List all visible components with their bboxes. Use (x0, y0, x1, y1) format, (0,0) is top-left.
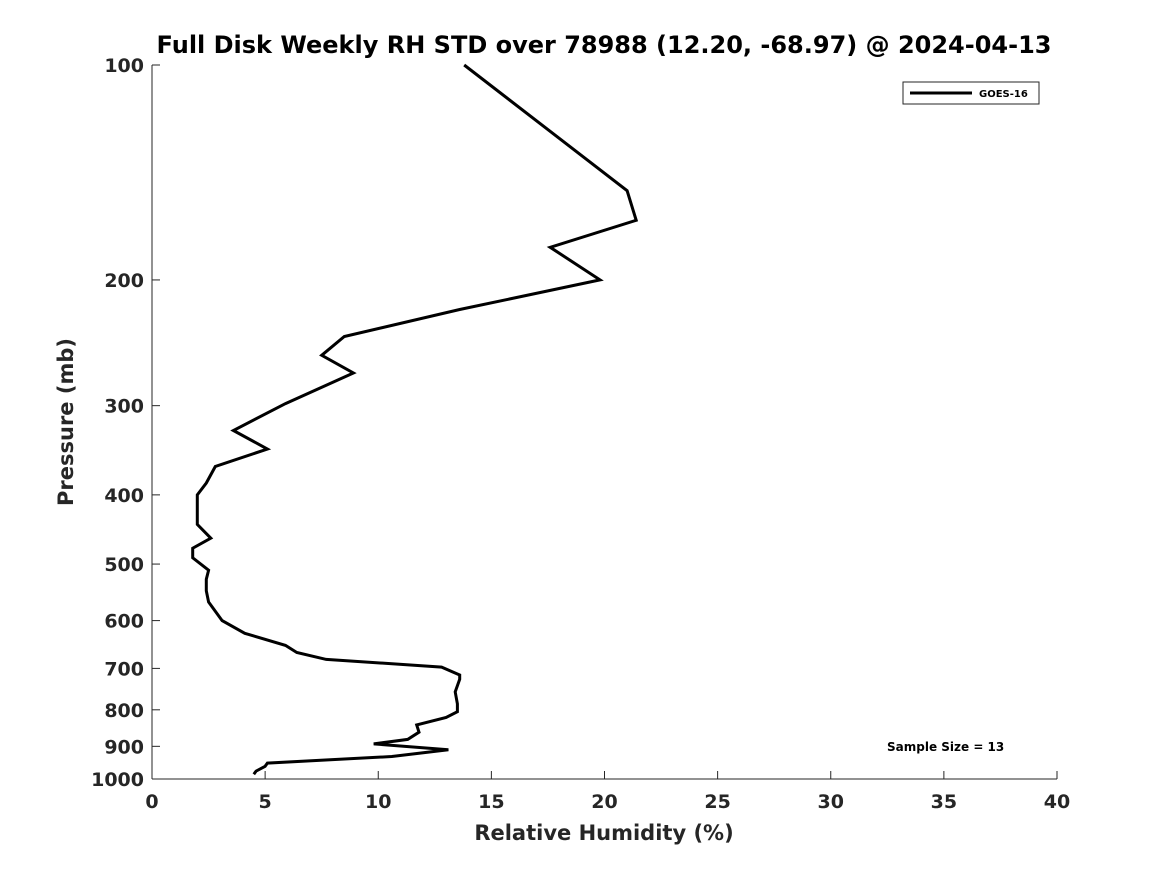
x-tick-label: 5 (259, 791, 272, 813)
y-axis-label: Pressure (mb) (54, 338, 78, 506)
series-line-goes-16 (191, 63, 639, 776)
y-tick-label: 700 (104, 658, 144, 680)
x-tick-label: 35 (931, 791, 957, 813)
y-tick-label: 200 (104, 270, 144, 292)
y-tick-label: 900 (104, 736, 144, 758)
legend: GOES-16 (902, 81, 1040, 105)
x-tick-label: 15 (478, 791, 504, 813)
y-tick-label: 1000 (91, 769, 144, 791)
x-tick-label: 25 (704, 791, 730, 813)
legend-label-goes-16: GOES-16 (979, 89, 1028, 100)
x-ticks: 0 5 10 15 20 25 30 35 40 (145, 771, 1070, 813)
y-tick-label: 600 (104, 611, 144, 633)
chart-title: Full Disk Weekly RH STD over 78988 (12.2… (157, 31, 1052, 59)
y-tick-label: 300 (104, 396, 144, 418)
y-tick-label: 100 (104, 55, 144, 77)
y-ticks: 100 200 300 400 500 600 700 800 900 1000 (91, 55, 160, 791)
x-tick-label: 0 (145, 791, 158, 813)
y-tick-label: 800 (104, 700, 144, 722)
x-tick-label: 10 (365, 791, 391, 813)
x-axis-label: Relative Humidity (%) (474, 821, 733, 845)
x-tick-label: 30 (818, 791, 844, 813)
y-tick-label: 500 (104, 554, 144, 576)
y-tick-label: 400 (104, 485, 144, 507)
x-tick-label: 40 (1044, 791, 1070, 813)
x-tick-label: 20 (591, 791, 617, 813)
series-layer (191, 63, 639, 776)
sample-size-annotation: Sample Size = 13 (887, 740, 1004, 754)
plot-area: 0 5 10 15 20 25 30 35 40 100 200 300 400 500 600 700 80… (91, 55, 1070, 813)
